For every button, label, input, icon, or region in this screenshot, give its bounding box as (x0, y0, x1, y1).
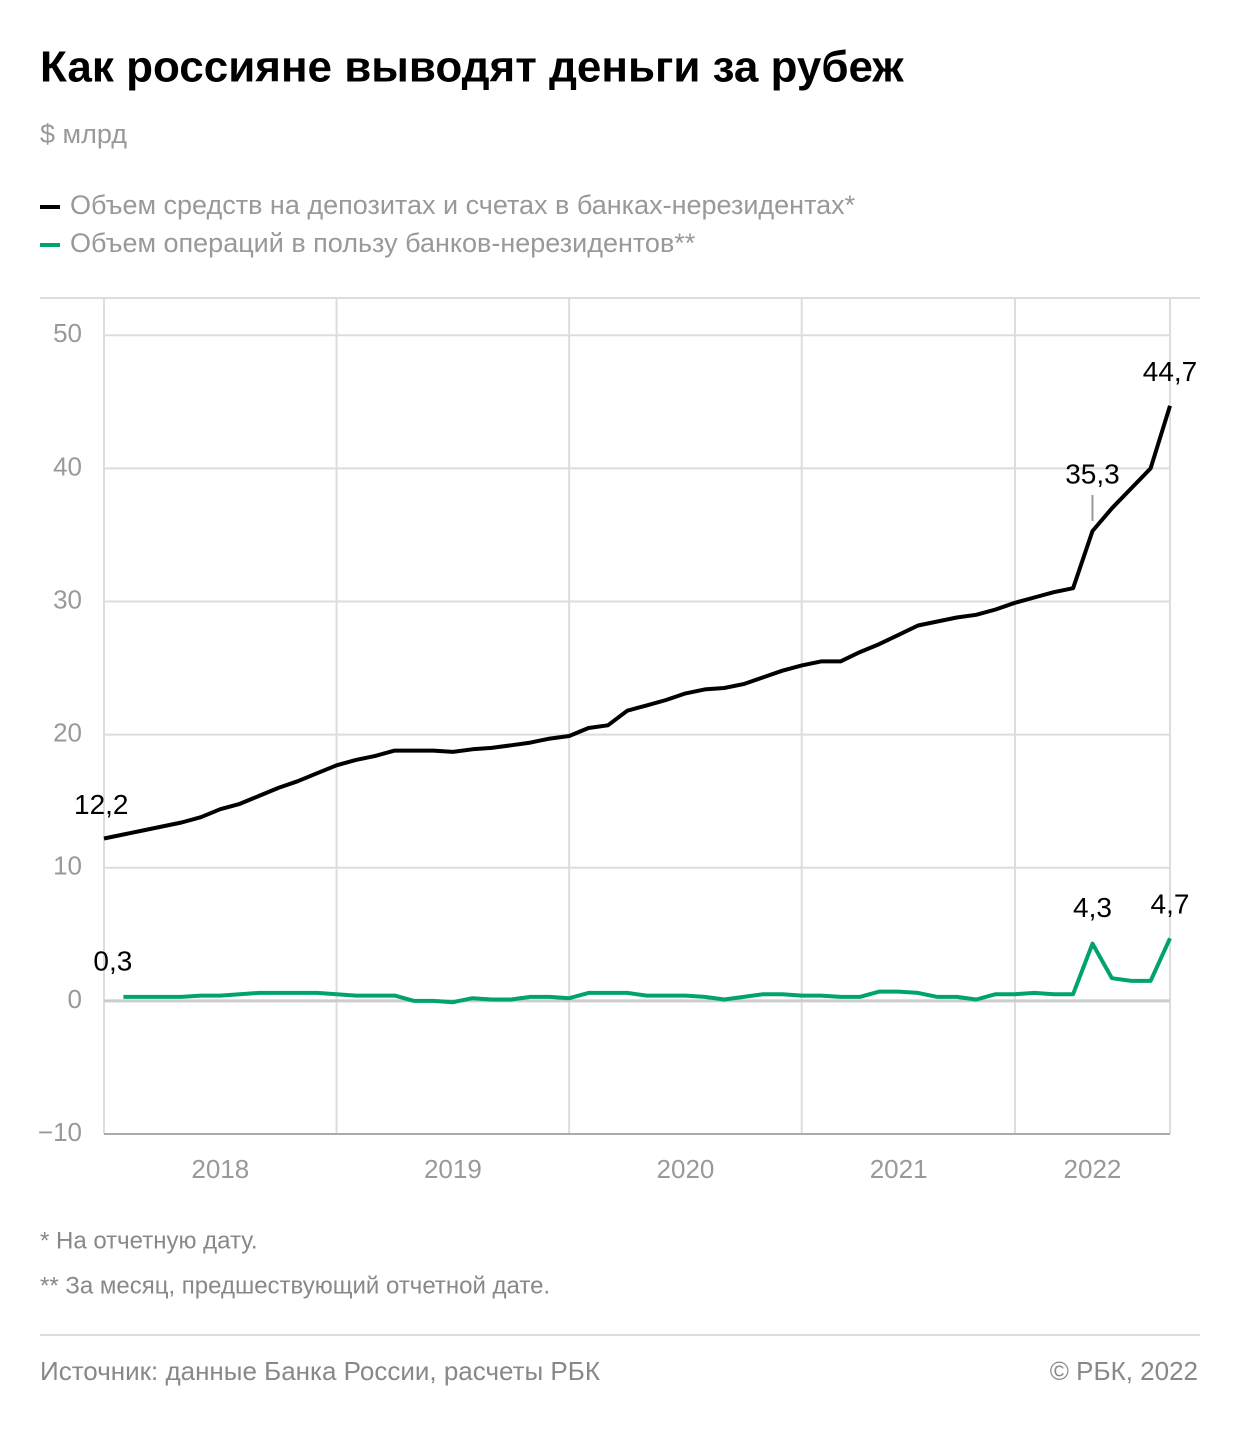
y-tick-label: 10 (53, 851, 82, 881)
footnote: * На отчетную дату. (40, 1227, 258, 1254)
y-tick-label: −10 (38, 1117, 82, 1147)
y-tick-label: 20 (53, 718, 82, 748)
chart-subtitle: $ млрд (40, 119, 127, 149)
data-label: 0,3 (93, 945, 132, 976)
series-line (103, 405, 1172, 841)
x-tick-label: 2019 (424, 1154, 482, 1184)
legend-label: Объем средств на депозитах и счетах в ба… (70, 190, 856, 220)
data-label: 4,7 (1151, 889, 1190, 920)
source: Источник: данные Банка России, расчеты Р… (40, 1356, 600, 1386)
footnote: ** За месяц, предшествующий отчетной дат… (40, 1272, 550, 1299)
copyright: © РБК, 2022 (1050, 1356, 1198, 1386)
x-tick-label: 2021 (870, 1154, 928, 1184)
y-tick-label: 30 (53, 584, 82, 614)
data-label: 44,7 (1143, 356, 1198, 387)
series-line (123, 937, 1172, 1005)
data-label: 12,2 (74, 789, 129, 820)
y-tick-label: 0 (68, 984, 82, 1014)
data-label: 35,3 (1065, 458, 1120, 489)
x-tick-label: 2022 (1064, 1154, 1122, 1184)
y-tick-label: 40 (53, 451, 82, 481)
data-label: 4,3 (1073, 892, 1112, 923)
chart-title: Как россияне выводят деньги за рубеж (40, 43, 904, 92)
y-tick-label: 50 (53, 318, 82, 348)
x-tick-label: 2020 (657, 1154, 715, 1184)
x-tick-label: 2018 (191, 1154, 249, 1184)
legend-label: Объем операций в пользу банков-нерезиден… (70, 228, 696, 258)
